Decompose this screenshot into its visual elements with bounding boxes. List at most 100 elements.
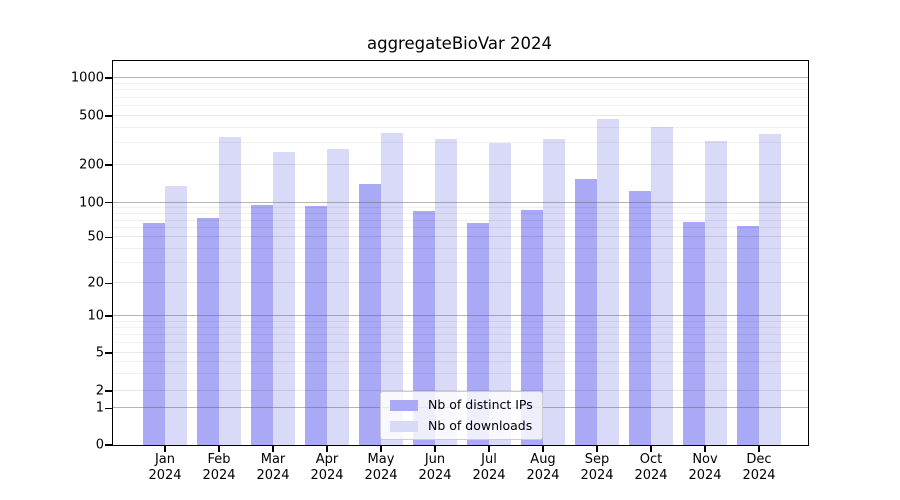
bar-downloads-jun — [435, 139, 457, 445]
bar-downloads-apr — [327, 148, 349, 445]
y-tick-mark — [104, 202, 112, 204]
gridline — [113, 207, 808, 208]
x-tick-month: Nov — [692, 452, 718, 467]
legend-item-downloads: Nb of downloads — [390, 418, 533, 434]
legend-swatch-distinct-ips — [390, 399, 418, 411]
bar-distinct-ips-oct — [629, 190, 651, 445]
legend-swatch-downloads — [390, 420, 418, 432]
y-tick-mark — [104, 407, 112, 409]
bar-distinct-ips-jan — [143, 222, 165, 445]
x-tick-label: Apr 2024 — [295, 452, 359, 483]
x-tick-label: Jan 2024 — [133, 452, 197, 483]
x-tick-mark — [164, 446, 166, 453]
bar-distinct-ips-may — [359, 184, 381, 445]
x-tick-year: 2024 — [742, 467, 776, 483]
x-tick-year: 2024 — [472, 467, 506, 483]
legend-label: Nb of downloads — [428, 418, 533, 433]
x-tick-mark — [758, 446, 760, 453]
y-tick-label: 2 — [95, 383, 104, 399]
bar-downloads-oct — [651, 127, 673, 445]
y-tick-mark — [104, 115, 112, 117]
gridline — [113, 236, 808, 238]
x-tick-year: 2024 — [148, 467, 182, 483]
gridline — [113, 315, 808, 316]
x-tick-month: Aug — [530, 452, 556, 467]
bar-distinct-ips-jun — [413, 210, 435, 445]
y-tick-label: 5 — [95, 345, 104, 361]
y-tick-label: 50 — [87, 229, 104, 245]
x-tick-mark — [380, 446, 382, 453]
gridline — [113, 334, 808, 335]
y-tick-mark — [104, 352, 112, 354]
bar-downloads-may — [381, 132, 403, 445]
x-tick-month: Apr — [315, 452, 339, 467]
gridline — [113, 261, 808, 263]
x-tick-month: Feb — [207, 452, 231, 467]
y-tick-mark — [104, 390, 112, 392]
bar-downloads-jan — [165, 186, 187, 445]
x-tick-year: 2024 — [418, 467, 452, 483]
gridline — [113, 342, 808, 344]
x-tick-mark — [542, 446, 544, 453]
y-tick-mark — [104, 236, 112, 238]
axis-layer: 0 1 2 5 10 20 50 100 200 500 1000 Jan 2024 Feb 2024 Mar… — [71, 61, 808, 483]
x-tick-year: 2024 — [526, 467, 560, 483]
gridline — [113, 326, 808, 328]
y-tick-label: 500 — [79, 108, 104, 124]
x-tick-label: May 2024 — [349, 452, 413, 483]
x-tick-month: Oct — [639, 452, 663, 467]
y-tick-mark — [104, 444, 112, 446]
bar-downloads-dec — [759, 133, 781, 445]
legend: Nb of distinct IPs Nb of downloads — [380, 391, 543, 440]
gridline — [113, 105, 808, 106]
y-tick-label: 20 — [87, 275, 104, 291]
x-tick-month: Sep — [584, 452, 610, 467]
x-tick-mark — [488, 446, 490, 453]
x-tick-label: Jul 2024 — [457, 452, 521, 483]
gridline — [113, 164, 808, 165]
x-tick-label: Mar 2024 — [241, 452, 305, 483]
x-tick-mark — [434, 446, 436, 453]
bar-distinct-ips-jul — [467, 222, 489, 445]
gridline — [113, 247, 808, 249]
gridline — [113, 89, 808, 91]
x-tick-year: 2024 — [634, 467, 668, 483]
bar-distinct-ips-mar — [251, 205, 273, 445]
gridline — [113, 77, 808, 78]
gridline — [113, 320, 808, 322]
gridline — [113, 227, 808, 229]
x-tick-label: Oct 2024 — [619, 452, 683, 483]
bar-distinct-ips-aug — [521, 210, 543, 445]
bar-distinct-ips-apr — [305, 206, 327, 445]
x-tick-year: 2024 — [580, 467, 614, 483]
grid-layer — [113, 61, 808, 445]
y-tick-label: 10 — [87, 308, 104, 324]
y-tick-label: 100 — [79, 195, 104, 211]
legend-label: Nb of distinct IPs — [428, 397, 533, 412]
x-tick-label: Dec 2024 — [727, 452, 791, 483]
legend-item-distinct-ips: Nb of distinct IPs — [390, 397, 533, 413]
x-tick-mark — [326, 446, 328, 453]
bar-downloads-mar — [273, 152, 295, 445]
gridline — [113, 126, 808, 128]
x-tick-month: Dec — [746, 452, 772, 467]
y-tick-label: 200 — [79, 157, 104, 173]
x-tick-label: Aug 2024 — [511, 452, 575, 483]
gridline — [113, 373, 808, 375]
chart-title: aggregateBioVar 2024 — [367, 34, 552, 53]
x-tick-month: Jan — [154, 452, 176, 467]
y-tick-mark — [104, 164, 112, 166]
y-tick-label: 1000 — [70, 70, 104, 86]
x-tick-month: Jun — [424, 452, 446, 467]
gridline — [113, 201, 808, 203]
bar-downloads-nov — [705, 140, 727, 445]
gridline — [113, 282, 808, 284]
x-tick-mark — [218, 446, 220, 453]
x-tick-label: Nov 2024 — [673, 452, 737, 483]
x-tick-year: 2024 — [310, 467, 344, 483]
bar-distinct-ips-feb — [197, 218, 219, 445]
x-tick-mark — [704, 446, 706, 453]
plot-area: 0 1 2 5 10 20 50 100 200 500 1000 Jan 2024 Feb 2024 Mar… — [71, 60, 809, 483]
gridline — [113, 212, 808, 214]
gridline — [113, 390, 808, 391]
